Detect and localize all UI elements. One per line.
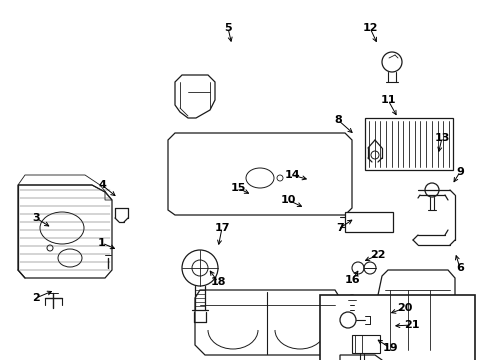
Text: 7: 7: [335, 223, 343, 233]
Bar: [319, 295, 474, 360]
Text: 10: 10: [280, 195, 295, 205]
Text: 20: 20: [397, 303, 412, 313]
Text: 15: 15: [230, 183, 245, 193]
Polygon shape: [377, 270, 454, 355]
Text: 2: 2: [32, 293, 40, 303]
Text: 16: 16: [344, 275, 359, 285]
Text: 13: 13: [433, 133, 449, 143]
Text: 3: 3: [32, 213, 40, 223]
Text: 18: 18: [210, 277, 225, 287]
Text: 1: 1: [98, 238, 106, 248]
Text: 4: 4: [98, 180, 106, 190]
Text: 9: 9: [455, 167, 463, 177]
Text: 22: 22: [369, 250, 385, 260]
Text: 17: 17: [214, 223, 229, 233]
Text: 19: 19: [382, 343, 397, 353]
Text: 11: 11: [380, 95, 395, 105]
Polygon shape: [168, 133, 351, 215]
Text: 14: 14: [284, 170, 299, 180]
Text: 12: 12: [362, 23, 377, 33]
Text: 6: 6: [455, 263, 463, 273]
Polygon shape: [18, 185, 112, 278]
Bar: [345, 212, 392, 232]
Polygon shape: [339, 355, 384, 360]
Text: 21: 21: [404, 320, 419, 330]
Bar: [351, 335, 379, 353]
Text: 5: 5: [224, 23, 231, 33]
Bar: [364, 118, 452, 170]
Polygon shape: [195, 290, 339, 355]
Text: 8: 8: [333, 115, 341, 125]
Polygon shape: [175, 75, 215, 118]
